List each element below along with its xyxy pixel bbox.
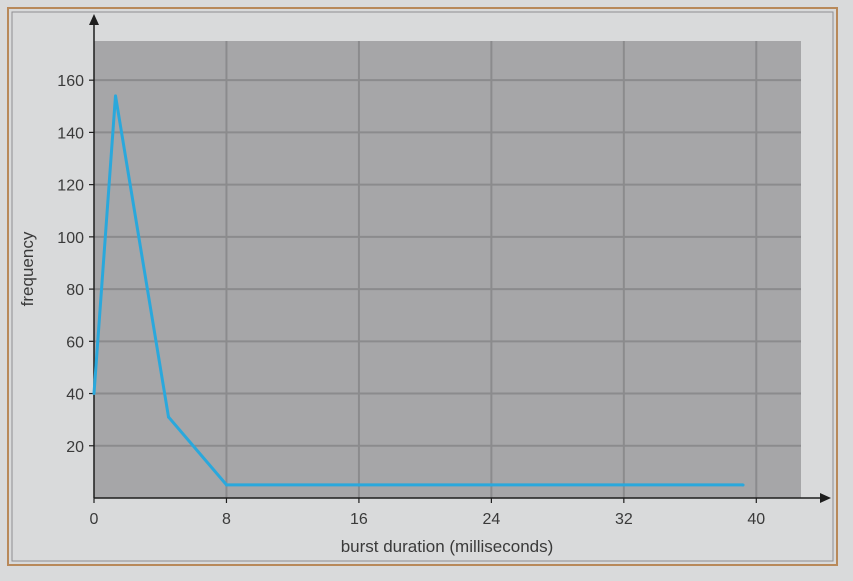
y-tick-label-100: 100 [57, 230, 84, 247]
data-point-0-6 [622, 483, 626, 487]
series-group [92, 94, 745, 487]
y-tick-label-40: 40 [66, 387, 84, 404]
x-axis-label: burst duration (milliseconds) [341, 537, 554, 556]
y-tick-label-160: 160 [57, 73, 84, 90]
tick-labels: 0 8 16 24 32 40 20 40 60 80 100 120 140 160 [57, 73, 765, 528]
y-tick-label-20: 20 [66, 439, 84, 456]
x-tick-label-0: 0 [90, 511, 99, 528]
data-point-0-0 [92, 392, 96, 396]
data-point-0-2 [167, 415, 171, 419]
y-axis-arrow [89, 14, 99, 25]
data-point-0-5 [489, 483, 493, 487]
data-point-0-3 [224, 483, 228, 487]
axes [89, 14, 831, 503]
x-axis-arrow [820, 493, 831, 503]
plot-area [94, 41, 801, 498]
y-tick-label-120: 120 [57, 178, 84, 195]
data-point-0-7 [741, 483, 745, 487]
series-line-0 [92, 95, 743, 487]
data-point-0-4 [357, 483, 361, 487]
x-tick-label-8: 8 [222, 511, 231, 528]
x-tick-label-40: 40 [747, 511, 765, 528]
grid-lines [94, 41, 801, 498]
y-tick-label-60: 60 [66, 334, 84, 351]
y-tick-label-80: 80 [66, 282, 84, 299]
x-tick-label-16: 16 [350, 511, 368, 528]
outer-border [7, 7, 838, 566]
x-tick-label-32: 32 [615, 511, 633, 528]
y-tick-label-140: 140 [57, 125, 84, 142]
x-tick-label-24: 24 [482, 511, 500, 528]
inner-border [11, 11, 834, 562]
data-point-0-1 [114, 94, 118, 98]
y-axis-label: frequency [18, 231, 37, 306]
